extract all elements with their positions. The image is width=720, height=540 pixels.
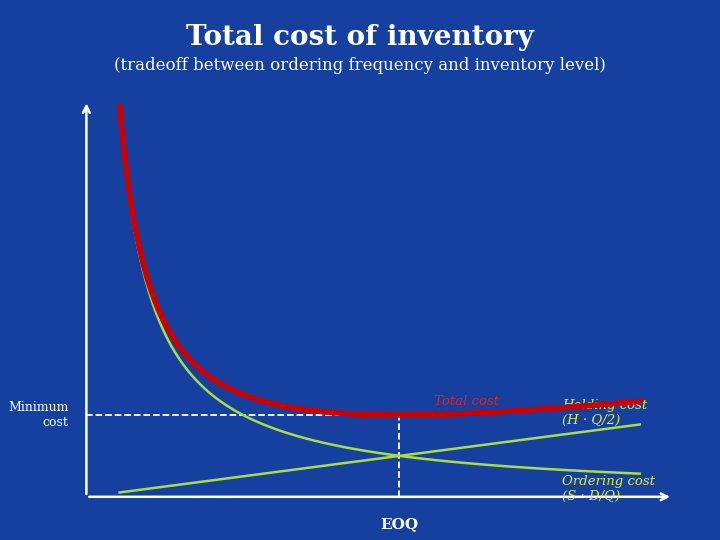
Text: Ordering cost
(S · D/Q): Ordering cost (S · D/Q) [562,475,655,503]
Text: (tradeoff between ordering frequency and inventory level): (tradeoff between ordering frequency and… [114,57,606,73]
Text: Holding cost
(H · Q/2): Holding cost (H · Q/2) [562,400,647,427]
Text: EOQ: EOQ [380,517,418,531]
Text: Minimum
cost: Minimum cost [9,401,68,429]
Text: Total cost: Total cost [434,395,499,408]
Text: Total cost of inventory: Total cost of inventory [186,24,534,51]
